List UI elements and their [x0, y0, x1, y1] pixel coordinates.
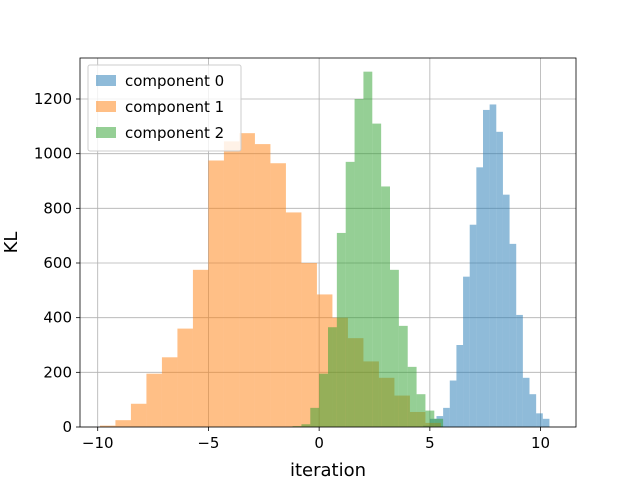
x-tick-label: 0 — [314, 434, 324, 452]
legend-label: component 2 — [125, 124, 224, 142]
x-tick-label: 10 — [531, 434, 550, 452]
histogram-bar — [536, 413, 543, 427]
histogram-bar — [416, 394, 426, 427]
x-axis-label: iteration — [290, 460, 366, 480]
histogram-bar — [469, 224, 477, 427]
histogram-bar — [192, 269, 209, 427]
y-tick-label: 200 — [43, 363, 72, 381]
histogram-bar — [372, 123, 382, 427]
histogram-bar — [476, 167, 483, 428]
histogram-bar — [489, 104, 497, 427]
histogram-bar — [301, 424, 311, 427]
histogram-bar — [177, 328, 193, 427]
legend-box — [87, 64, 242, 152]
legend-label: component 1 — [125, 98, 224, 116]
x-tick-label: 5 — [425, 434, 435, 452]
histogram-bar — [425, 410, 435, 427]
histogram-bars — [99, 71, 550, 428]
legend-entry-1: component 1 — [96, 98, 224, 116]
histogram-bar — [542, 418, 550, 427]
histogram-bar — [161, 357, 178, 427]
series-0-bars — [423, 104, 550, 428]
histogram-bar — [319, 373, 328, 427]
histogram-bar — [398, 325, 408, 427]
plot-frame — [79, 57, 577, 428]
histogram-bar — [354, 99, 364, 427]
histogram-bar — [208, 160, 224, 427]
histogram-bar — [522, 377, 530, 427]
y-tick-label: 1000 — [34, 145, 72, 163]
histogram-bar — [146, 373, 162, 427]
y-tick-label: 800 — [43, 199, 72, 217]
histogram-bar — [223, 141, 240, 427]
histogram-bar — [443, 407, 450, 427]
y-tick-label: 0 — [62, 418, 72, 436]
histogram-bar — [449, 380, 457, 427]
y-tick-label: 1200 — [34, 90, 72, 108]
histogram-bar — [496, 131, 503, 428]
legend-entry-0: component 0 — [96, 72, 224, 90]
histogram-bar — [254, 144, 271, 427]
histogram-bar — [390, 269, 399, 427]
histogram-bar — [363, 71, 373, 428]
x-tick-label: −10 — [82, 434, 114, 452]
y-tick-label: 400 — [43, 309, 72, 327]
histogram-bar — [239, 133, 255, 427]
histogram-bar — [345, 161, 355, 427]
histogram-bar — [407, 366, 417, 427]
histogram-bar — [130, 403, 147, 427]
histogram-bar — [99, 425, 116, 427]
series-2-bars — [292, 71, 444, 428]
histogram-bar — [292, 426, 302, 427]
histogram-bar — [509, 243, 517, 427]
x-tick-label: −5 — [197, 434, 219, 452]
histogram-bar — [463, 276, 470, 427]
histogram-bar — [529, 394, 537, 427]
histogram-bar — [336, 232, 346, 427]
axes — [76, 57, 577, 431]
histogram-bar — [310, 407, 320, 427]
histogram-bar — [483, 109, 490, 427]
histogram-bar — [434, 418, 444, 427]
legend-swatch — [96, 101, 116, 112]
histogram-bar — [328, 327, 337, 427]
y-axis-label: KL — [1, 232, 22, 254]
histogram-bar — [381, 186, 390, 427]
histogram-bar — [270, 163, 286, 427]
tick-labels: −10 −5 0 5 10 0 200 400 600 800 1000 1200 — [34, 90, 550, 452]
legend-entry-2: component 2 — [96, 124, 224, 142]
legend-swatch — [96, 75, 116, 86]
histogram-bar — [115, 420, 131, 427]
histogram-bar — [301, 263, 317, 427]
histogram-bar — [456, 345, 464, 427]
legend-label: component 0 — [125, 72, 224, 90]
y-tick-label: 600 — [43, 254, 72, 272]
histogram-bar — [502, 194, 510, 427]
histogram-bar — [516, 314, 523, 427]
legend-swatch — [96, 127, 116, 138]
legend: component 0 component 1 component 2 — [87, 64, 242, 152]
histogram-bar — [285, 212, 302, 427]
